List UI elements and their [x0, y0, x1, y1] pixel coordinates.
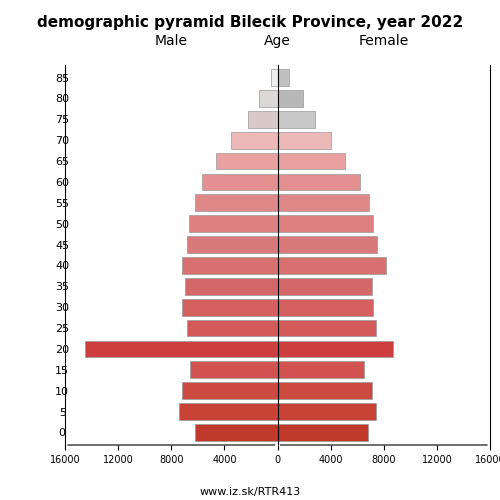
Bar	[231, 132, 278, 148]
Bar	[278, 362, 364, 378]
Bar	[278, 152, 345, 170]
Bar	[190, 362, 278, 378]
Bar	[278, 216, 373, 232]
Text: demographic pyramid Bilecik Province, year 2022: demographic pyramid Bilecik Province, ye…	[37, 15, 463, 30]
Bar	[278, 174, 360, 190]
Bar	[278, 278, 372, 294]
Bar	[184, 278, 278, 294]
Bar	[188, 216, 278, 232]
Bar	[278, 382, 372, 399]
Text: Female: Female	[358, 34, 409, 48]
Text: www.iz.sk/RTR413: www.iz.sk/RTR413	[200, 487, 300, 497]
Bar	[85, 340, 278, 357]
Bar	[278, 257, 386, 274]
Bar	[278, 90, 302, 107]
Bar	[182, 299, 278, 316]
Bar	[187, 236, 278, 253]
Bar	[259, 90, 278, 107]
Bar	[195, 424, 278, 441]
Bar	[187, 320, 278, 336]
Bar	[278, 111, 314, 128]
Bar	[278, 403, 376, 420]
Bar	[278, 320, 376, 336]
Bar	[278, 69, 289, 86]
Bar	[278, 132, 330, 148]
Bar	[182, 382, 278, 399]
Bar	[278, 340, 393, 357]
Bar	[278, 299, 373, 316]
Bar	[179, 403, 278, 420]
Bar	[278, 194, 369, 211]
Bar	[248, 111, 278, 128]
Bar	[202, 174, 278, 190]
Bar	[271, 69, 278, 86]
Text: Male: Male	[155, 34, 188, 48]
Bar	[278, 236, 377, 253]
Bar	[182, 257, 278, 274]
Bar	[278, 424, 368, 441]
Bar	[216, 152, 278, 170]
Text: Age: Age	[264, 34, 291, 48]
Bar	[195, 194, 278, 211]
